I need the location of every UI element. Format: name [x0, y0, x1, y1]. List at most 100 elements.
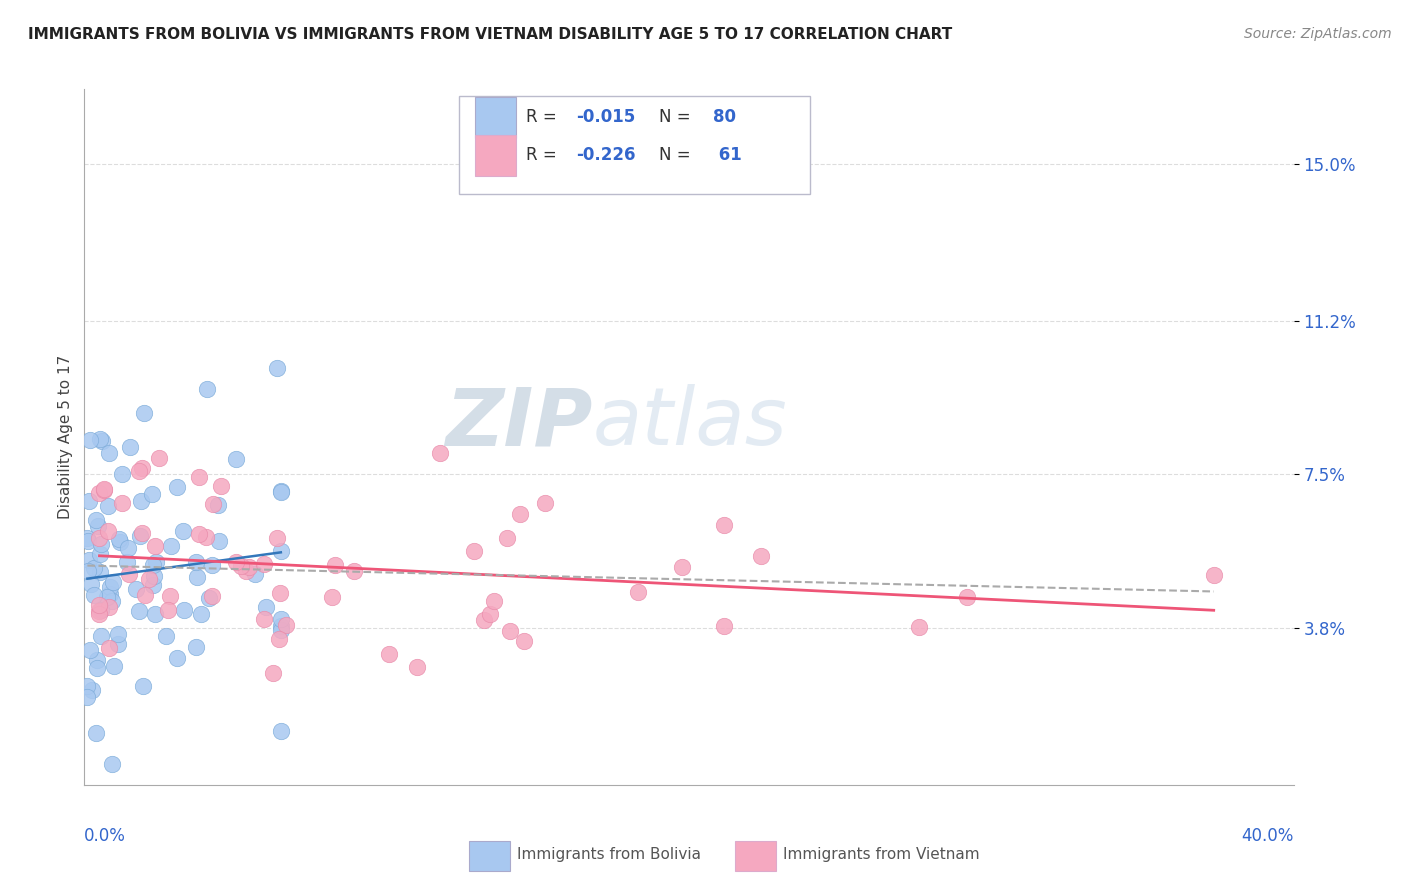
- Point: [87, 519, 110, 533]
- Point: [101, 575, 124, 590]
- Point: [201, 589, 224, 603]
- Point: [274, 617, 297, 632]
- Point: [270, 724, 292, 739]
- Point: [186, 570, 208, 584]
- Point: [77, 534, 100, 549]
- Point: [262, 666, 284, 681]
- Point: [713, 619, 735, 633]
- Point: [190, 607, 212, 621]
- Point: [184, 640, 207, 654]
- Point: [173, 603, 195, 617]
- Point: [269, 586, 291, 600]
- Point: [207, 499, 229, 513]
- Point: [96, 590, 118, 604]
- Point: [270, 544, 292, 558]
- Point: [107, 627, 129, 641]
- Point: [76, 564, 98, 578]
- Point: [172, 524, 194, 538]
- FancyBboxPatch shape: [475, 135, 516, 176]
- Text: ZIP: ZIP: [444, 384, 592, 462]
- Point: [128, 604, 150, 618]
- Point: [270, 618, 292, 632]
- Text: N =: N =: [659, 146, 696, 164]
- Point: [90, 629, 112, 643]
- Point: [89, 432, 111, 446]
- Text: 61: 61: [713, 146, 742, 164]
- Point: [266, 531, 288, 545]
- Point: [225, 452, 247, 467]
- Point: [117, 541, 139, 555]
- Point: [134, 406, 156, 420]
- Point: [110, 467, 132, 482]
- Point: [89, 604, 111, 618]
- Point: [90, 536, 112, 550]
- Point: [266, 361, 288, 376]
- Text: IMMIGRANTS FROM BOLIVIA VS IMMIGRANTS FROM VIETNAM DISABILITY AGE 5 TO 17 CORREL: IMMIGRANTS FROM BOLIVIA VS IMMIGRANTS FR…: [28, 27, 952, 42]
- Point: [111, 496, 134, 510]
- Point: [79, 553, 101, 567]
- Point: [86, 660, 108, 674]
- Point: [195, 382, 218, 396]
- Point: [160, 539, 183, 553]
- Point: [89, 607, 111, 621]
- Point: [79, 433, 101, 447]
- Point: [472, 613, 495, 627]
- Point: [101, 594, 124, 608]
- Point: [93, 482, 115, 496]
- Point: [201, 497, 224, 511]
- Text: 40.0%: 40.0%: [1241, 827, 1294, 845]
- Point: [166, 480, 188, 494]
- Point: [98, 445, 121, 459]
- Point: [131, 461, 153, 475]
- Text: atlas: atlas: [592, 384, 787, 462]
- Text: -0.015: -0.015: [576, 108, 636, 126]
- Point: [115, 555, 138, 569]
- Point: [142, 568, 165, 582]
- Point: [128, 464, 150, 478]
- Point: [267, 632, 290, 646]
- Point: [208, 534, 231, 549]
- Point: [378, 648, 401, 662]
- Point: [86, 653, 108, 667]
- Point: [108, 534, 131, 549]
- Point: [103, 658, 125, 673]
- Point: [79, 643, 101, 657]
- Point: [100, 580, 122, 594]
- Point: [128, 529, 150, 543]
- Point: [254, 599, 277, 614]
- Point: [89, 531, 111, 545]
- Y-axis label: Disability Age 5 to 17: Disability Age 5 to 17: [58, 355, 73, 519]
- Point: [145, 555, 167, 569]
- Point: [89, 547, 111, 561]
- Text: R =: R =: [526, 108, 562, 126]
- Point: [125, 582, 148, 596]
- Text: -0.226: -0.226: [576, 146, 636, 164]
- Point: [627, 585, 650, 599]
- Point: [142, 558, 165, 572]
- Point: [186, 555, 208, 569]
- Point: [93, 483, 115, 497]
- Point: [83, 588, 105, 602]
- Point: [188, 469, 211, 483]
- Point: [156, 603, 179, 617]
- Point: [323, 558, 346, 572]
- Point: [142, 578, 165, 592]
- Point: [143, 539, 166, 553]
- Point: [238, 559, 260, 574]
- Point: [89, 565, 111, 579]
- Point: [495, 531, 517, 545]
- Point: [270, 484, 292, 499]
- Point: [159, 589, 181, 603]
- Point: [187, 527, 209, 541]
- FancyBboxPatch shape: [468, 840, 510, 871]
- Point: [908, 620, 931, 634]
- Text: Source: ZipAtlas.com: Source: ZipAtlas.com: [1244, 27, 1392, 41]
- Point: [131, 526, 153, 541]
- Point: [134, 588, 156, 602]
- Point: [141, 487, 163, 501]
- Point: [143, 607, 166, 621]
- Point: [148, 451, 170, 466]
- Point: [107, 637, 129, 651]
- Point: [509, 507, 531, 521]
- Point: [534, 496, 557, 510]
